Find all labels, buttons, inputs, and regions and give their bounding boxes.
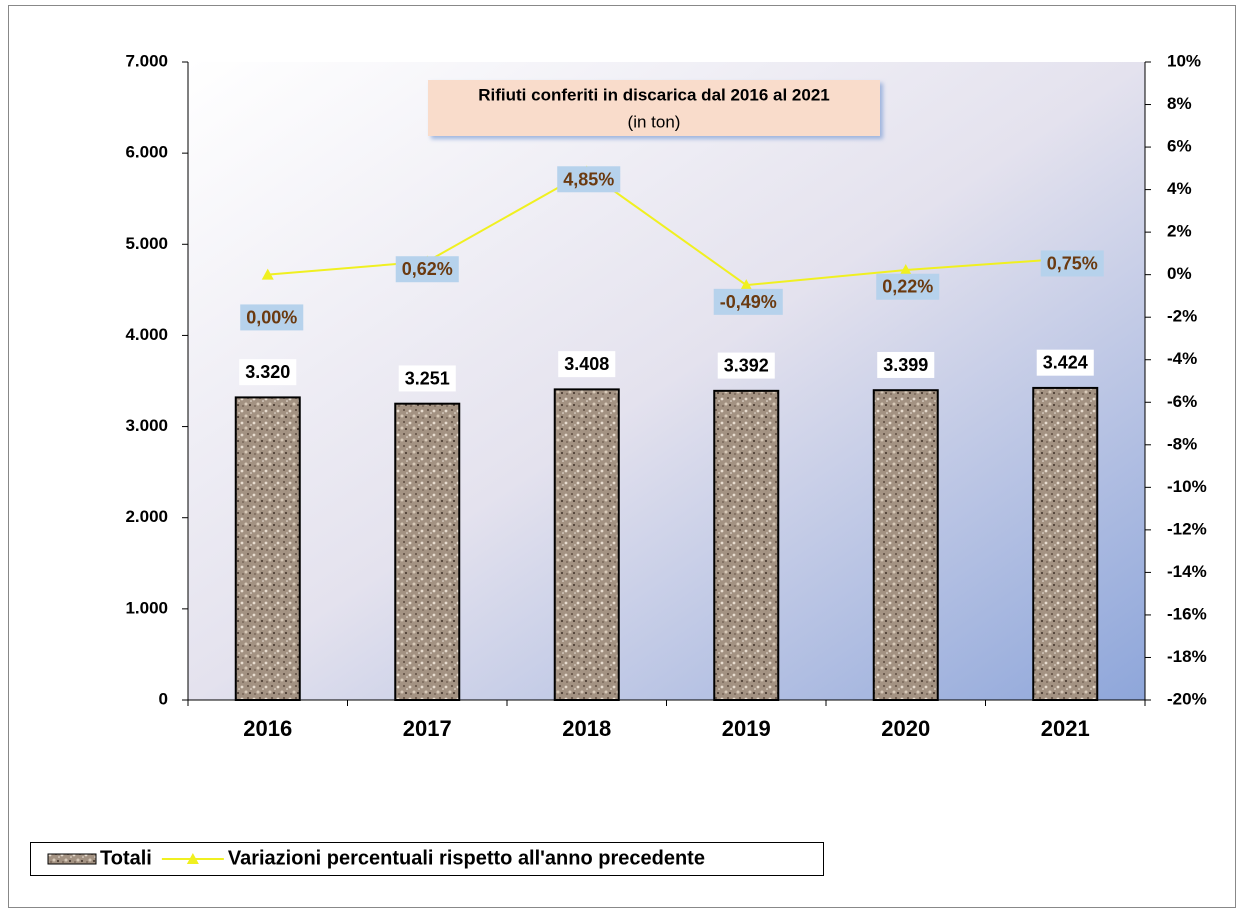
line-value-label-box (1040, 250, 1104, 277)
bar-value-label: 3.392 (724, 356, 769, 376)
bar (872, 389, 939, 701)
bar-value-label-box (877, 351, 935, 378)
bar-value-label-box (398, 365, 456, 392)
bar (713, 389, 780, 701)
y-tick-label: 1.000 (125, 598, 168, 617)
x-tick-label: 2019 (722, 716, 771, 741)
bar-value-label: 3.320 (245, 362, 290, 382)
x-tick-label: 2020 (881, 716, 930, 741)
y-tick-label: 4.000 (125, 325, 168, 344)
x-tick-label: 2018 (562, 716, 611, 741)
line-value-label-box (557, 166, 621, 193)
y2-tick-label: -6% (1167, 392, 1197, 411)
bar (1032, 386, 1099, 701)
legend-swatch (47, 853, 97, 865)
legend-label: Variazioni percentuali rispetto all'anno… (228, 847, 705, 869)
line-marker (899, 263, 912, 275)
chart-title: Rifiuti conferiti in discarica dal 2016 … (478, 85, 829, 104)
y2-tick-label: -10% (1167, 477, 1207, 496)
y2-tick-label: -2% (1167, 307, 1197, 326)
bar (234, 396, 301, 701)
bar-value-label-box (558, 351, 616, 378)
y2-tick-label: 2% (1167, 222, 1192, 241)
y2-tick-label: 10% (1167, 51, 1201, 70)
line-value-label: 0,22% (882, 277, 933, 297)
line-value-label: 0,75% (1047, 253, 1098, 273)
y2-tick-label: 8% (1167, 94, 1192, 113)
y-tick-label: 6.000 (125, 143, 168, 162)
bar-value-label: 3.251 (405, 368, 450, 388)
legend-label: Totali (100, 847, 152, 869)
line-marker (740, 279, 753, 291)
line-value-label-box (395, 256, 459, 283)
x-tick-label: 2017 (403, 716, 452, 741)
bar (553, 388, 620, 701)
y2-tick-label: 4% (1167, 179, 1192, 198)
line-value-label-box (713, 288, 783, 315)
y2-tick-label: 6% (1167, 137, 1192, 156)
line-value-label: 4,85% (563, 169, 614, 189)
bar (394, 402, 461, 701)
bar-value-label-box (717, 352, 775, 379)
line-value-label-box (876, 273, 940, 300)
y2-tick-label: -8% (1167, 434, 1197, 453)
y2-tick-label: -20% (1167, 689, 1207, 708)
bar-value-label-box (239, 359, 297, 386)
y-tick-label: 7.000 (125, 51, 168, 70)
bar-value-label: 3.424 (1043, 353, 1088, 373)
y2-tick-label: -18% (1167, 647, 1207, 666)
line-value-label: -0,49% (720, 292, 777, 312)
y2-tick-label: -14% (1167, 562, 1207, 581)
line-value-label: 0,00% (246, 307, 297, 327)
y2-tick-label: -16% (1167, 604, 1207, 623)
title-box (428, 80, 880, 136)
y-tick-label: 0 (159, 689, 168, 708)
line-marker (261, 268, 274, 280)
legend-marker (186, 853, 199, 864)
x-tick-label: 2021 (1041, 716, 1090, 741)
y-tick-label: 2.000 (125, 507, 168, 526)
plot-area (188, 62, 1145, 700)
line-value-label-box (240, 304, 304, 331)
y-tick-label: 5.000 (125, 234, 168, 253)
chart-subtitle: (in ton) (628, 112, 681, 131)
y2-tick-label: 0% (1167, 264, 1192, 283)
bar-value-label: 3.399 (883, 355, 928, 375)
y-tick-label: 3.000 (125, 416, 168, 435)
bar-value-label-box (1036, 349, 1094, 376)
y2-tick-label: -4% (1167, 349, 1197, 368)
line-value-label: 0,62% (402, 259, 453, 279)
y2-tick-label: -12% (1167, 519, 1207, 538)
bar-value-label: 3.408 (564, 354, 609, 374)
x-tick-label: 2016 (243, 716, 292, 741)
